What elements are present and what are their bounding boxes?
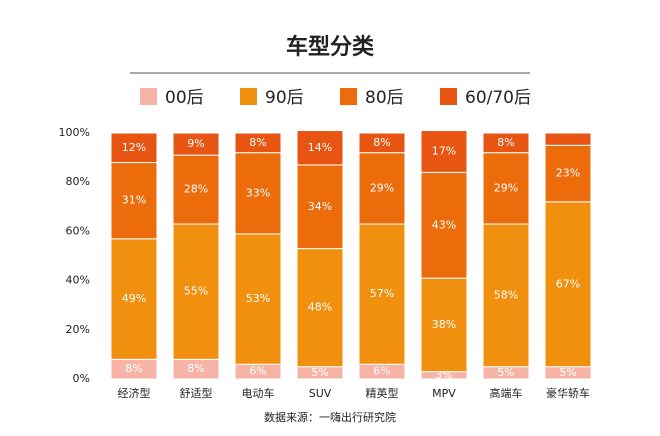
data-label: 6% xyxy=(249,365,266,378)
legend-swatch xyxy=(140,88,157,105)
y-tick-label: 80% xyxy=(66,175,90,188)
bar-segment xyxy=(482,132,530,154)
data-label: 28% xyxy=(184,183,208,196)
bar-segment xyxy=(110,238,158,360)
data-label: 38% xyxy=(432,318,456,331)
data-label: 53% xyxy=(246,292,270,305)
legend-label: 60/70后 xyxy=(465,88,531,108)
data-label: 8% xyxy=(187,362,204,375)
data-label: 8% xyxy=(373,136,390,149)
bar-segment xyxy=(110,132,158,164)
data-label: 5% xyxy=(311,366,328,379)
x-tick-label: 豪华轿车 xyxy=(546,386,590,400)
data-label: 23% xyxy=(556,167,580,180)
data-label: 55% xyxy=(184,285,208,298)
legend-label: 90后 xyxy=(265,88,304,108)
data-label: 34% xyxy=(308,200,332,213)
legend-swatch xyxy=(240,88,257,105)
x-tick-label: 经济型 xyxy=(118,386,151,400)
bar-segment xyxy=(234,132,282,154)
data-label: 31% xyxy=(122,194,146,207)
bar-segment xyxy=(110,162,158,240)
bar-segment xyxy=(172,223,220,360)
data-label: 67% xyxy=(556,277,580,290)
x-tick-label: SUV xyxy=(309,387,332,400)
bar-segment xyxy=(296,164,344,250)
legend-swatch xyxy=(440,88,457,105)
data-label: 12% xyxy=(122,141,146,154)
data-label: 58% xyxy=(494,288,518,301)
data-label: 29% xyxy=(494,181,518,194)
bar-segment xyxy=(358,223,406,365)
source-note: 数据来源：一嗨出行研究院 xyxy=(264,410,396,424)
x-tick-label: MPV xyxy=(432,387,456,400)
data-label: 49% xyxy=(122,292,146,305)
data-label: 8% xyxy=(249,136,266,149)
data-label: 5% xyxy=(497,366,514,379)
bar-segment xyxy=(234,152,282,235)
bar-segment xyxy=(172,154,220,225)
bar-segment xyxy=(482,223,530,368)
data-label: 8% xyxy=(497,136,514,149)
data-label: 6% xyxy=(373,365,390,378)
y-tick-label: 0% xyxy=(73,372,90,385)
bar-segment xyxy=(296,248,344,368)
data-label: 8% xyxy=(125,362,142,375)
data-label: 29% xyxy=(370,181,394,194)
bar-segment xyxy=(544,201,592,368)
x-tick-label: 电动车 xyxy=(242,386,275,400)
data-label: 33% xyxy=(246,186,270,199)
data-label: 43% xyxy=(432,218,456,231)
legend-swatch xyxy=(340,88,357,105)
data-label: 5% xyxy=(559,366,576,379)
bar-segment xyxy=(172,132,220,156)
bar-segment xyxy=(544,132,592,146)
x-tick-label: 精英型 xyxy=(366,386,399,400)
data-label: 57% xyxy=(370,287,394,300)
data-label: 9% xyxy=(187,137,204,150)
y-tick-label: 40% xyxy=(66,274,90,287)
data-label: 14% xyxy=(308,141,332,154)
bar-segment xyxy=(358,152,406,225)
bar-segment xyxy=(358,132,406,154)
y-tick-label: 20% xyxy=(66,323,90,336)
x-tick-label: 舒适型 xyxy=(180,386,213,400)
bar-segment xyxy=(234,233,282,365)
y-tick-label: 100% xyxy=(59,126,90,139)
data-label: 48% xyxy=(308,301,332,314)
data-label: 17% xyxy=(432,144,456,157)
chart-title: 车型分类 xyxy=(286,34,375,60)
legend-label: 00后 xyxy=(165,88,204,108)
bar-segment xyxy=(420,171,468,279)
bar-segment xyxy=(420,130,468,173)
legend-label: 80后 xyxy=(365,88,404,108)
bar-segment xyxy=(296,130,344,166)
y-tick-label: 60% xyxy=(66,224,90,237)
x-tick-label: 高端车 xyxy=(490,386,523,400)
